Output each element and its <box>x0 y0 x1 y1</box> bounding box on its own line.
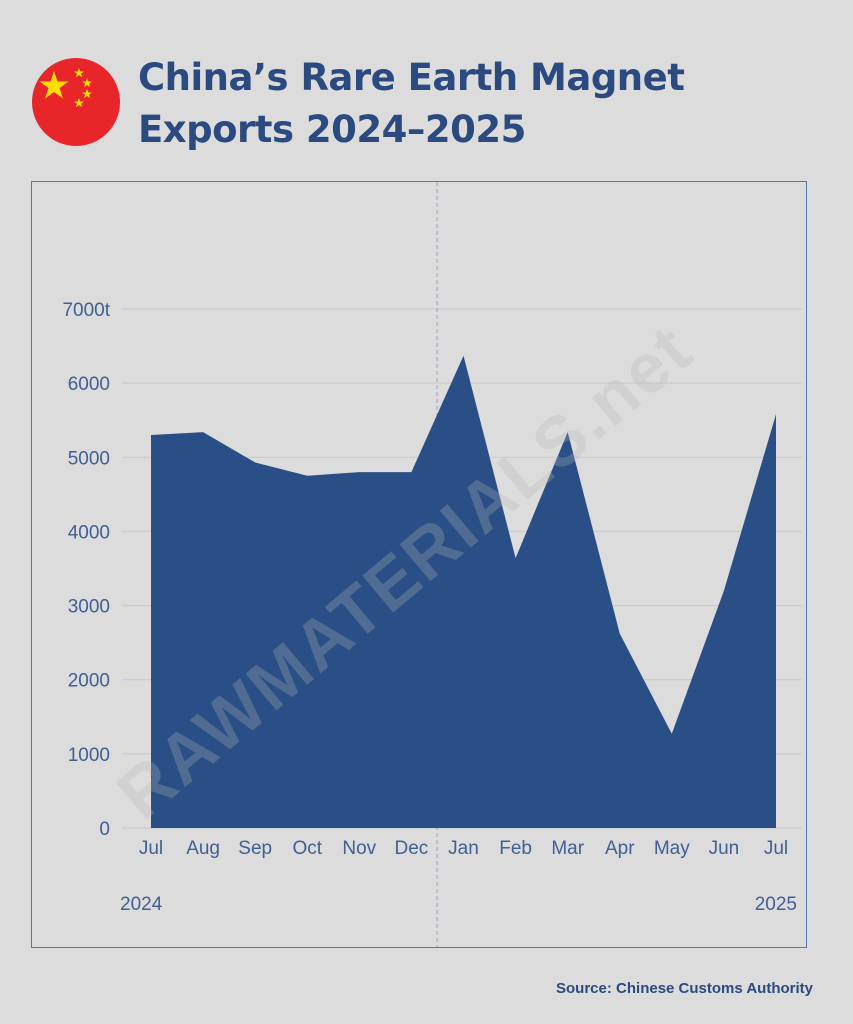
x-tick-label: Feb <box>499 838 532 859</box>
y-tick-label: 1000 <box>68 745 110 766</box>
source-note: Source: Chinese Customs Authority <box>556 980 813 997</box>
y-tick-label: 5000 <box>68 448 110 469</box>
x-tick-label: Jul <box>764 838 788 859</box>
title-line-2: Exports 2024–2025 <box>138 108 526 151</box>
x-tick-label: Nov <box>342 838 376 859</box>
x-tick-label: Jul <box>139 838 163 859</box>
y-tick-label: 4000 <box>68 522 110 543</box>
y-tick-label: 3000 <box>68 597 110 618</box>
x-tick-label: Mar <box>551 838 584 859</box>
year-label-end: 2025 <box>755 894 797 915</box>
x-tick-label: Oct <box>293 838 323 859</box>
y-tick-label: 6000 <box>68 374 110 395</box>
chart-frame <box>31 181 807 948</box>
y-tick-label: 0 <box>99 819 110 840</box>
y-tick-label: 7000t <box>62 300 110 321</box>
x-tick-label: Dec <box>395 838 429 859</box>
y-axis-ticks: 0 1000 2000 3000 4000 5000 6000 7000t <box>62 300 110 840</box>
export-area <box>151 355 776 828</box>
china-flag-icon <box>32 58 120 146</box>
x-tick-label: Aug <box>186 838 220 859</box>
x-tick-label: May <box>654 838 690 859</box>
x-axis-ticks: Jul Aug Sep Oct Nov Dec Jan Feb Mar Apr May Jun Jul <box>139 838 788 859</box>
x-tick-label: Apr <box>605 838 635 859</box>
x-tick-label: Jan <box>448 838 479 859</box>
x-tick-label: Sep <box>238 838 272 859</box>
y-tick-label: 2000 <box>68 671 110 692</box>
year-label-start: 2024 <box>120 894 163 915</box>
chart-title: China’s Rare Earth Magnet Exports 2024–2… <box>138 52 838 156</box>
title-line-1: China’s Rare Earth Magnet <box>138 56 685 99</box>
x-tick-label: Jun <box>709 838 740 859</box>
